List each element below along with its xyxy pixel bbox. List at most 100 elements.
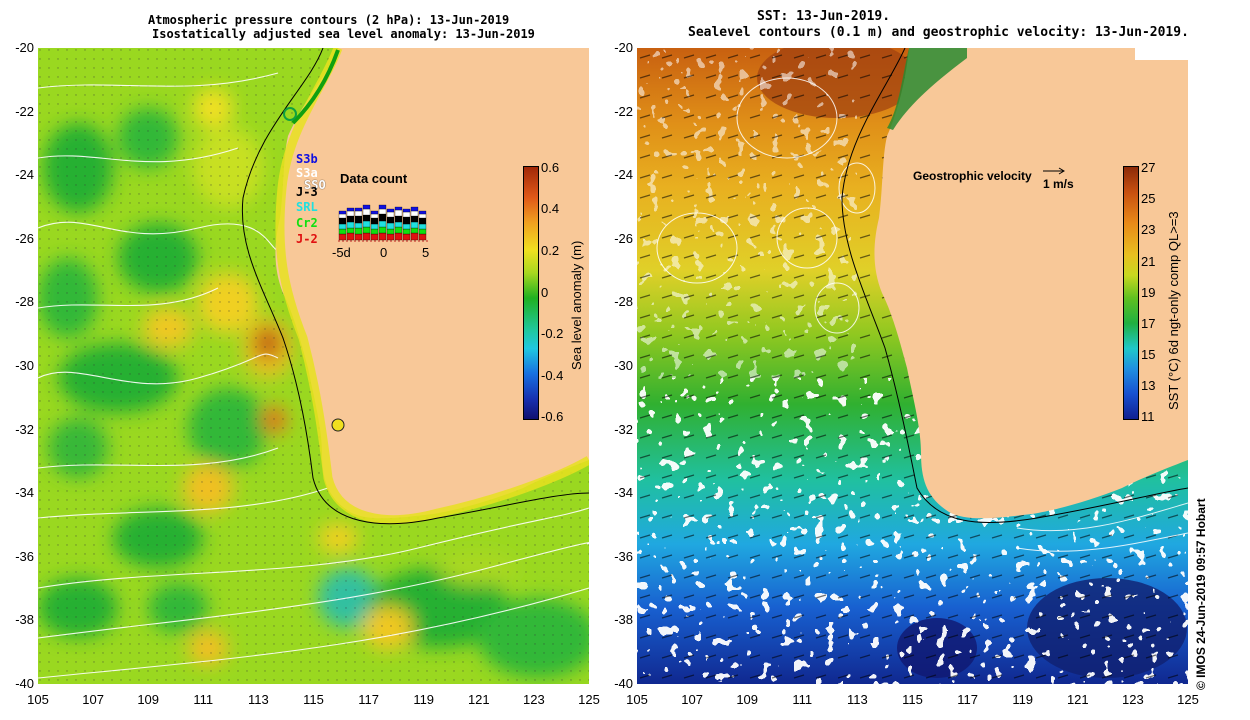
data-count-bar bbox=[386, 222, 395, 230]
data-count-bar bbox=[354, 233, 363, 241]
left-lon-tick: 111 bbox=[193, 692, 214, 707]
right-title-line1: SST: 13-Jun-2019. bbox=[757, 9, 891, 24]
data-count-bar bbox=[346, 227, 355, 234]
data-count-bar bbox=[402, 216, 411, 225]
data-count-bar bbox=[402, 223, 411, 230]
left-title-line2: Isostatically adjusted sea level anomaly… bbox=[152, 27, 535, 41]
data-count-axis-max: 5 bbox=[422, 245, 430, 260]
right-lat-tick: -28 bbox=[614, 294, 633, 310]
data-count-bar bbox=[338, 210, 347, 215]
data-count-bar bbox=[410, 221, 419, 229]
left-title-line1: Atmospheric pressure contours (2 hPa): 1… bbox=[148, 13, 510, 27]
australia-landmass bbox=[275, 48, 589, 519]
sla-tick-neg0.2: -0.2 bbox=[541, 326, 564, 341]
left-lon-tick: 109 bbox=[137, 692, 160, 707]
left-lon-tick: 123 bbox=[523, 692, 545, 707]
sst-tick-17: 17 bbox=[1141, 316, 1156, 331]
data-count-bar bbox=[378, 208, 387, 215]
data-count-bar bbox=[410, 227, 419, 234]
right-lat-tick: -36 bbox=[614, 548, 633, 564]
sealevel-contours bbox=[656, 77, 1188, 552]
data-count-bar bbox=[418, 210, 427, 215]
left-lat-tick: -34 bbox=[15, 485, 34, 501]
right-lon-tick: 121 bbox=[1066, 692, 1089, 707]
sst-tick-13: 13 bbox=[1141, 378, 1156, 393]
left-lat-tick: -36 bbox=[15, 548, 34, 564]
data-count-bar bbox=[386, 208, 395, 213]
data-count-axis-min: -5d bbox=[332, 245, 351, 260]
imos-credit: © IMOS 24-Jun-2019 09:57 Hobart bbox=[1194, 498, 1208, 690]
left-lon-tick: 117 bbox=[358, 692, 379, 707]
data-count-bar bbox=[362, 214, 371, 222]
left-lon-tick: 119 bbox=[413, 692, 435, 707]
left-lat-tick: -20 bbox=[15, 40, 34, 55]
data-count-bar bbox=[362, 226, 371, 234]
data-count-title: Data count bbox=[340, 171, 408, 186]
data-count-bar bbox=[418, 233, 427, 241]
right-lat-tick: -20 bbox=[614, 40, 633, 55]
right-lat-tick: -24 bbox=[614, 167, 633, 183]
right-lon-tick: 109 bbox=[736, 692, 759, 707]
data-count-bar bbox=[370, 210, 379, 215]
left-lat-tick: -22 bbox=[15, 103, 34, 119]
data-count-chart bbox=[338, 184, 428, 242]
data-count-bar bbox=[402, 228, 411, 235]
sla-tick-0.6: 0.6 bbox=[541, 160, 560, 175]
right-lon-tick: 117 bbox=[957, 692, 978, 707]
data-count-bar bbox=[346, 207, 355, 212]
sst-tick-11: 11 bbox=[1141, 409, 1155, 424]
left-lon-tick: 115 bbox=[303, 692, 324, 707]
data-count-bar bbox=[354, 215, 363, 224]
data-count-bar bbox=[354, 207, 363, 212]
right-lon-tick: 107 bbox=[681, 692, 703, 707]
left-lat-tick: -40 bbox=[15, 676, 34, 691]
pressure-contours bbox=[38, 72, 589, 679]
velocity-scale-label: 1 m/s bbox=[1043, 177, 1074, 191]
data-count-bar bbox=[346, 215, 355, 223]
data-count-bar bbox=[386, 233, 395, 241]
data-count-bar bbox=[386, 211, 395, 218]
data-count-bar bbox=[362, 204, 371, 210]
sla-tick-0.2: 0.2 bbox=[541, 243, 560, 258]
sla-tick-0: 0 bbox=[541, 285, 549, 300]
data-count-bar bbox=[346, 210, 355, 217]
data-count-bar bbox=[378, 220, 387, 228]
right-title-line2: Sealevel contours (0.1 m) and geostrophi… bbox=[688, 25, 1189, 40]
left-lat-tick: -32 bbox=[15, 421, 34, 437]
left-lon-tick: 125 bbox=[578, 692, 600, 707]
sst-tick-27: 27 bbox=[1141, 160, 1156, 175]
australia-landmass-sst bbox=[874, 48, 1188, 519]
station-marker-south[interactable] bbox=[331, 418, 345, 432]
data-count-bar bbox=[378, 232, 387, 241]
right-lon-tick: 115 bbox=[902, 692, 923, 707]
data-count-bar bbox=[370, 213, 379, 219]
sat-label-j2: J-2 bbox=[296, 232, 318, 246]
data-count-bar bbox=[370, 217, 379, 225]
sst-tick-25: 25 bbox=[1141, 191, 1156, 206]
data-count-bar bbox=[370, 223, 379, 230]
data-count-bar bbox=[362, 232, 371, 241]
velocity-scale-arrow bbox=[1043, 167, 1065, 175]
sla-colorbar-label: Sea level anomaly (m) bbox=[569, 240, 584, 370]
right-lon-tick: 119 bbox=[1012, 692, 1034, 707]
sst-tick-15: 15 bbox=[1141, 347, 1156, 362]
sla-tick-neg0.6: -0.6 bbox=[541, 409, 564, 424]
sat-label-sso: SSO bbox=[304, 178, 326, 192]
sat-label-s3a: S3a bbox=[296, 166, 318, 180]
velocity-legend-label: Geostrophic velocity bbox=[913, 169, 1032, 183]
right-lat-tick: -32 bbox=[614, 421, 633, 437]
data-count-bar bbox=[370, 233, 379, 241]
right-sst-map[interactable] bbox=[637, 48, 1188, 684]
right-lon-tick: 111 bbox=[792, 692, 813, 707]
sat-label-s3b: S3b bbox=[296, 152, 318, 166]
data-count-bar bbox=[418, 217, 427, 225]
sla-tick-0.4: 0.4 bbox=[541, 201, 560, 216]
data-count-bar bbox=[346, 232, 355, 241]
data-count-bar bbox=[394, 226, 403, 234]
sst-tick-19: 19 bbox=[1141, 285, 1156, 300]
right-lat-tick: -22 bbox=[614, 103, 633, 119]
station-marker-north[interactable] bbox=[283, 107, 297, 121]
data-count-bar bbox=[402, 233, 411, 241]
left-sla-map[interactable] bbox=[38, 48, 589, 684]
left-lat-tick: -24 bbox=[15, 167, 34, 183]
